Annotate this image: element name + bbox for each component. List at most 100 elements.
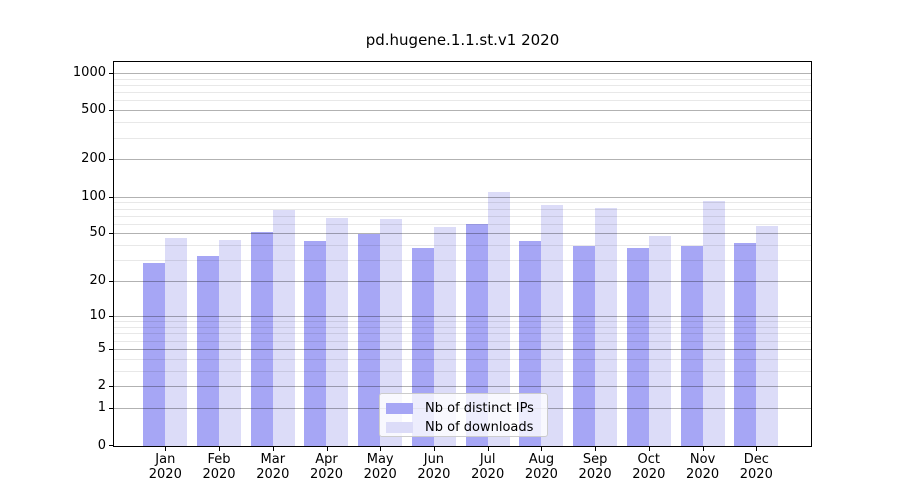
y-tick-1 [109, 408, 113, 410]
bar-downloads-nov-2020 [702, 200, 725, 446]
x-tick-label-line: Feb [207, 452, 231, 467]
bar-downloads-dec-2020 [756, 226, 779, 446]
gridline-major-50 [114, 233, 811, 235]
x-tick-apr-2020 [326, 447, 328, 451]
legend-swatch-downloads [386, 422, 413, 433]
gridline-major-1000 [114, 72, 811, 74]
y-tick-20 [109, 281, 113, 283]
x-tick-label-mar-2020: Mar 2020 [233, 452, 313, 482]
y-tick-200 [109, 159, 113, 161]
x-tick-label-jan-2020: Jan 2020 [125, 452, 205, 482]
bar-distinct-ips-jul-2020 [465, 224, 488, 446]
x-tick-jan-2020 [165, 447, 167, 451]
x-tick-aug-2020 [541, 447, 543, 451]
gridline-minor-400 [114, 122, 811, 124]
legend-label-downloads: Nb of downloads [425, 420, 534, 435]
y-tick-label-50: 50 [89, 225, 106, 241]
gridline-major-500 [114, 110, 811, 112]
y-tick-500 [109, 110, 113, 112]
x-tick-nov-2020 [702, 447, 704, 451]
gridline-minor-600 [114, 100, 811, 102]
y-tick-label-1000: 1000 [72, 64, 106, 80]
gridline-minor-70 [114, 215, 811, 217]
gridline-major-5 [114, 348, 811, 350]
gridline-major-10 [114, 316, 811, 318]
plot-area [109, 61, 812, 451]
bar-downloads-sep-2020 [595, 207, 618, 446]
gridline-minor-7 [114, 333, 811, 335]
y-tick-label-20: 20 [89, 273, 106, 289]
bar-downloads-jun-2020 [433, 226, 456, 446]
bar-distinct-ips-oct-2020 [626, 248, 649, 446]
x-tick-label-line: Apr [315, 452, 338, 467]
gridline-minor-80 [114, 208, 811, 210]
gridline-minor-4 [114, 358, 811, 360]
bar-downloads-mar-2020 [272, 209, 295, 446]
x-tick-label-line: 2020 [256, 467, 290, 482]
gridline-minor-40 [114, 245, 811, 247]
x-tick-label-line: Jun [423, 452, 445, 467]
y-tick-label-500: 500 [81, 102, 106, 118]
x-tick-label-line: 2020 [686, 467, 720, 482]
x-tick-label-line: 2020 [524, 467, 558, 482]
bar-distinct-ips-nov-2020 [680, 245, 703, 446]
gridline-minor-9 [114, 321, 811, 323]
x-tick-label-line: Nov [689, 452, 716, 467]
y-tick-label-2: 2 [97, 378, 106, 394]
gridline-minor-8 [114, 327, 811, 328]
x-tick-label-line: Oct [637, 452, 661, 467]
bar-downloads-apr-2020 [326, 217, 349, 446]
bar-downloads-feb-2020 [219, 239, 242, 446]
y-tick-label-100: 100 [81, 188, 106, 204]
x-tick-label-line: Jul [479, 452, 496, 467]
gridline-minor-800 [114, 84, 811, 86]
x-tick-label-dec-2020: Dec 2020 [716, 452, 796, 482]
bar-distinct-ips-jan-2020 [143, 262, 166, 446]
gridline-major-100 [114, 196, 811, 198]
x-tick-label-sep-2020: Sep 2020 [555, 452, 635, 482]
chart-title: pd.hugene.1.1.st.v1 2020 [365, 31, 560, 49]
gridline-minor-700 [114, 92, 811, 94]
gridline-minor-90 [114, 202, 811, 204]
gridline-minor-300 [114, 137, 811, 139]
y-tick-label-200: 200 [81, 151, 106, 167]
y-tick-5 [109, 348, 113, 350]
bar-downloads-oct-2020 [648, 236, 671, 446]
y-tick-label-5: 5 [97, 340, 106, 356]
x-tick-label-line: 2020 [363, 467, 397, 482]
y-tick-0 [109, 445, 113, 446]
gridline-major-20 [114, 281, 811, 283]
bar-downloads-jan-2020 [165, 238, 188, 446]
y-tick-label-1: 1 [97, 400, 106, 416]
x-tick-label-line: May [366, 452, 394, 467]
bar-distinct-ips-may-2020 [358, 233, 381, 446]
gridline-minor-60 [114, 223, 811, 225]
x-tick-label-line: 2020 [471, 467, 505, 482]
bar-downloads-may-2020 [380, 219, 403, 446]
x-tick-label-jul-2020: Jul 2020 [448, 452, 528, 482]
legend-item-distinct-ips: Nb of distinct IPs [380, 399, 547, 418]
bar-distinct-ips-sep-2020 [573, 245, 596, 446]
x-tick-mar-2020 [272, 447, 274, 451]
bar-downloads-aug-2020 [541, 204, 564, 446]
x-tick-feb-2020 [219, 447, 220, 451]
x-tick-label-apr-2020: Apr 2020 [287, 452, 367, 482]
bar-downloads-jul-2020 [487, 192, 510, 446]
y-tick-100 [109, 196, 113, 198]
gridline-major-2 [114, 386, 811, 388]
x-tick-label-jun-2020: Jun 2020 [394, 452, 474, 482]
x-tick-label-line: 2020 [578, 467, 612, 482]
gridline-minor-30 [114, 260, 811, 262]
x-tick-label-line: Sep [582, 452, 608, 467]
x-tick-label-line: 2020 [739, 467, 773, 482]
x-tick-may-2020 [380, 447, 382, 451]
y-tick-10 [109, 316, 113, 318]
y-tick-label-0: 0 [97, 437, 106, 453]
y-tick-2 [109, 386, 113, 388]
x-tick-label-feb-2020: Feb 2020 [179, 452, 259, 482]
x-tick-label-line: Mar [260, 452, 286, 467]
bar-distinct-ips-mar-2020 [250, 231, 273, 446]
x-tick-label-line: 2020 [632, 467, 666, 482]
x-tick-jul-2020 [487, 447, 489, 451]
